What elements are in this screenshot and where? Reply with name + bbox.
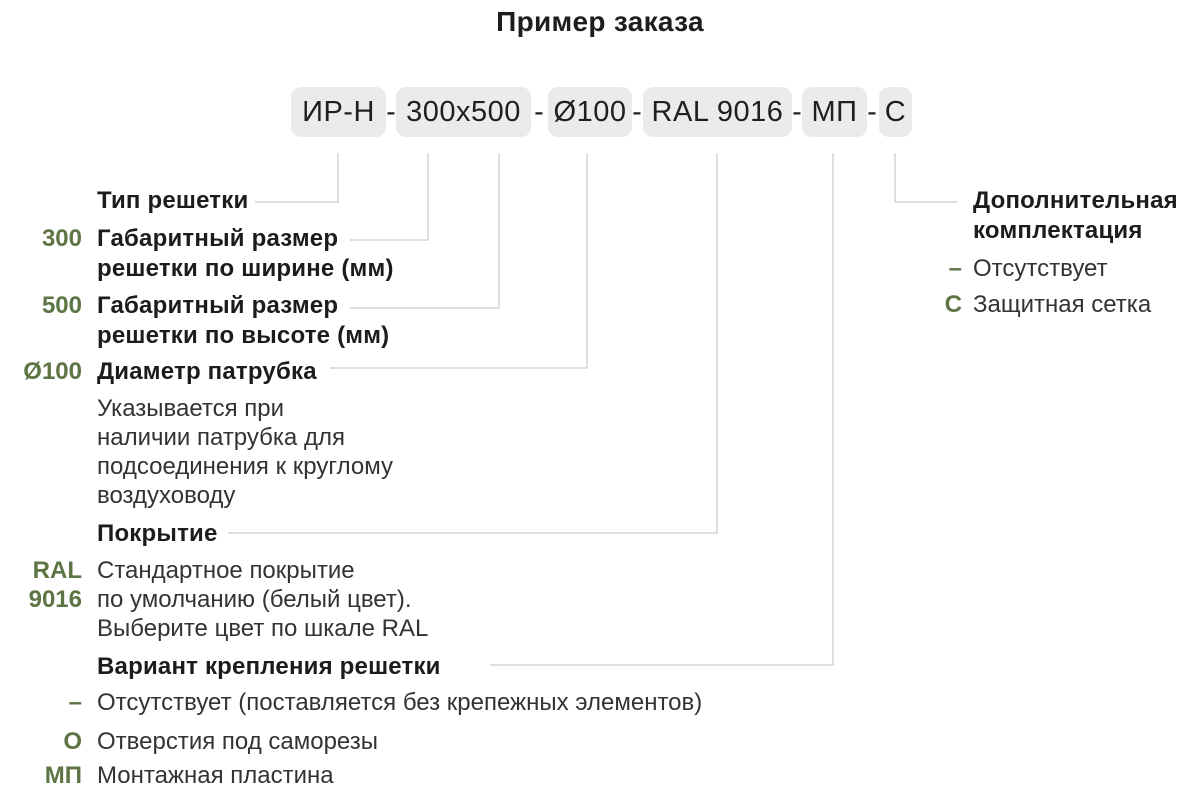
spigot-label: Диаметр патрубка [97,358,317,385]
mounting-option-text: Отсутствует (поставляется без крепежных … [97,689,703,716]
mounting-option-text: Монтажная пластина [97,762,334,789]
coating-desc-line1: Стандартное покрытие [97,557,355,584]
page-title: Пример заказа [496,6,704,37]
mounting-label-text: Вариант крепления решетки [97,653,441,680]
order-code-separator: - [792,95,802,128]
coating-desc-line2: по умолчанию (белый цвет). [97,586,412,613]
extras-option-code: С [944,291,962,318]
order-code-segment-extras: С [879,87,912,137]
coating-label-text: Покрытие [97,520,218,547]
order-code-separator: - [534,95,544,128]
connector-width [350,153,429,241]
spigot-note: Указывается при наличии патрубка для под… [97,394,393,510]
width-code: 300 [41,225,82,252]
coating-label: Покрытие [97,519,218,549]
spigot-row: Ø100 Диаметр патрубка [0,357,317,387]
extras-label-line1: Дополнительная [973,187,1178,214]
extras-option-row: – Отсутствует [935,254,1108,284]
width-label: Габаритный размер решетки по ширине (мм) [97,224,394,284]
extras-label: Дополнительная комплектация [973,186,1178,246]
width-row: 300 Габаритный размер решетки по ширине … [0,224,394,284]
order-code-separator: - [632,95,642,128]
connector-coating [228,153,718,534]
extras-label-line2: комплектация [973,217,1143,244]
spigot-note-line2: наличии патрубка для [97,424,345,451]
connector-mounting [490,153,834,666]
spigot-note-line4: воздуховоду [97,482,236,509]
grille-type-label-text: Тип решетки [97,187,249,214]
order-code-segment-mounting: МП [802,87,867,137]
mounting-label: Вариант крепления решетки [97,652,441,682]
mounting-option-row: МП Монтажная пластина [0,761,334,791]
height-row: 500 Габаритный размер решетки по высоте … [0,291,389,351]
order-code-separator: - [386,95,396,128]
coating-description: Стандартное покрытие по умолчанию (белый… [97,556,428,643]
connector-extras [894,153,957,203]
order-code-segment-diameter: Ø100 [548,87,632,137]
height-label: Габаритный размер решетки по высоте (мм) [97,291,389,351]
mounting-option-code: МП [44,762,82,789]
width-label-line2: решетки по ширине (мм) [97,255,394,282]
spigot-code: Ø100 [23,358,82,385]
grille-type-label: Тип решетки [97,186,248,216]
coating-desc-line3: Выберите цвет по шкале RAL [97,615,429,642]
coating-code: RAL 9016 [0,556,82,614]
width-label-line1: Габаритный размер [97,225,339,252]
order-code-segment-coating: RAL 9016 [643,87,792,137]
mounting-option-code: – [68,689,82,716]
height-label-line2: решетки по высоте (мм) [97,322,390,349]
mounting-option-row: О Отверстия под саморезы [0,727,378,757]
coating-row: RAL 9016 Стандартное покрытие по умолчан… [0,556,429,643]
extras-option-row: С Защитная сетка [935,290,1152,320]
connector-grille-type [255,153,339,203]
connector-spigot [330,153,588,369]
connector-height [350,153,500,309]
height-code: 500 [41,292,82,319]
mounting-option-row: – Отсутствует (поставляется без крепежны… [0,688,703,718]
coating-code-line1: RAL [32,557,82,584]
extras-option-text: Защитная сетка [973,291,1152,318]
spigot-note-line1: Указывается при [97,395,285,422]
order-code-segment-size: 300х500 [396,87,531,137]
height-label-line1: Габаритный размер [97,292,339,319]
order-code-segment-type: ИР-Н [291,87,386,137]
extras-option-code: – [948,255,962,282]
spigot-note-line3: подсоединения к круглому [97,453,393,480]
extras-option-text: Отсутствует [973,255,1108,282]
coating-code-line2: 9016 [28,586,82,613]
mounting-option-text: Отверстия под саморезы [97,728,379,755]
order-code-separator: - [867,95,877,128]
mounting-option-code: О [63,728,82,755]
